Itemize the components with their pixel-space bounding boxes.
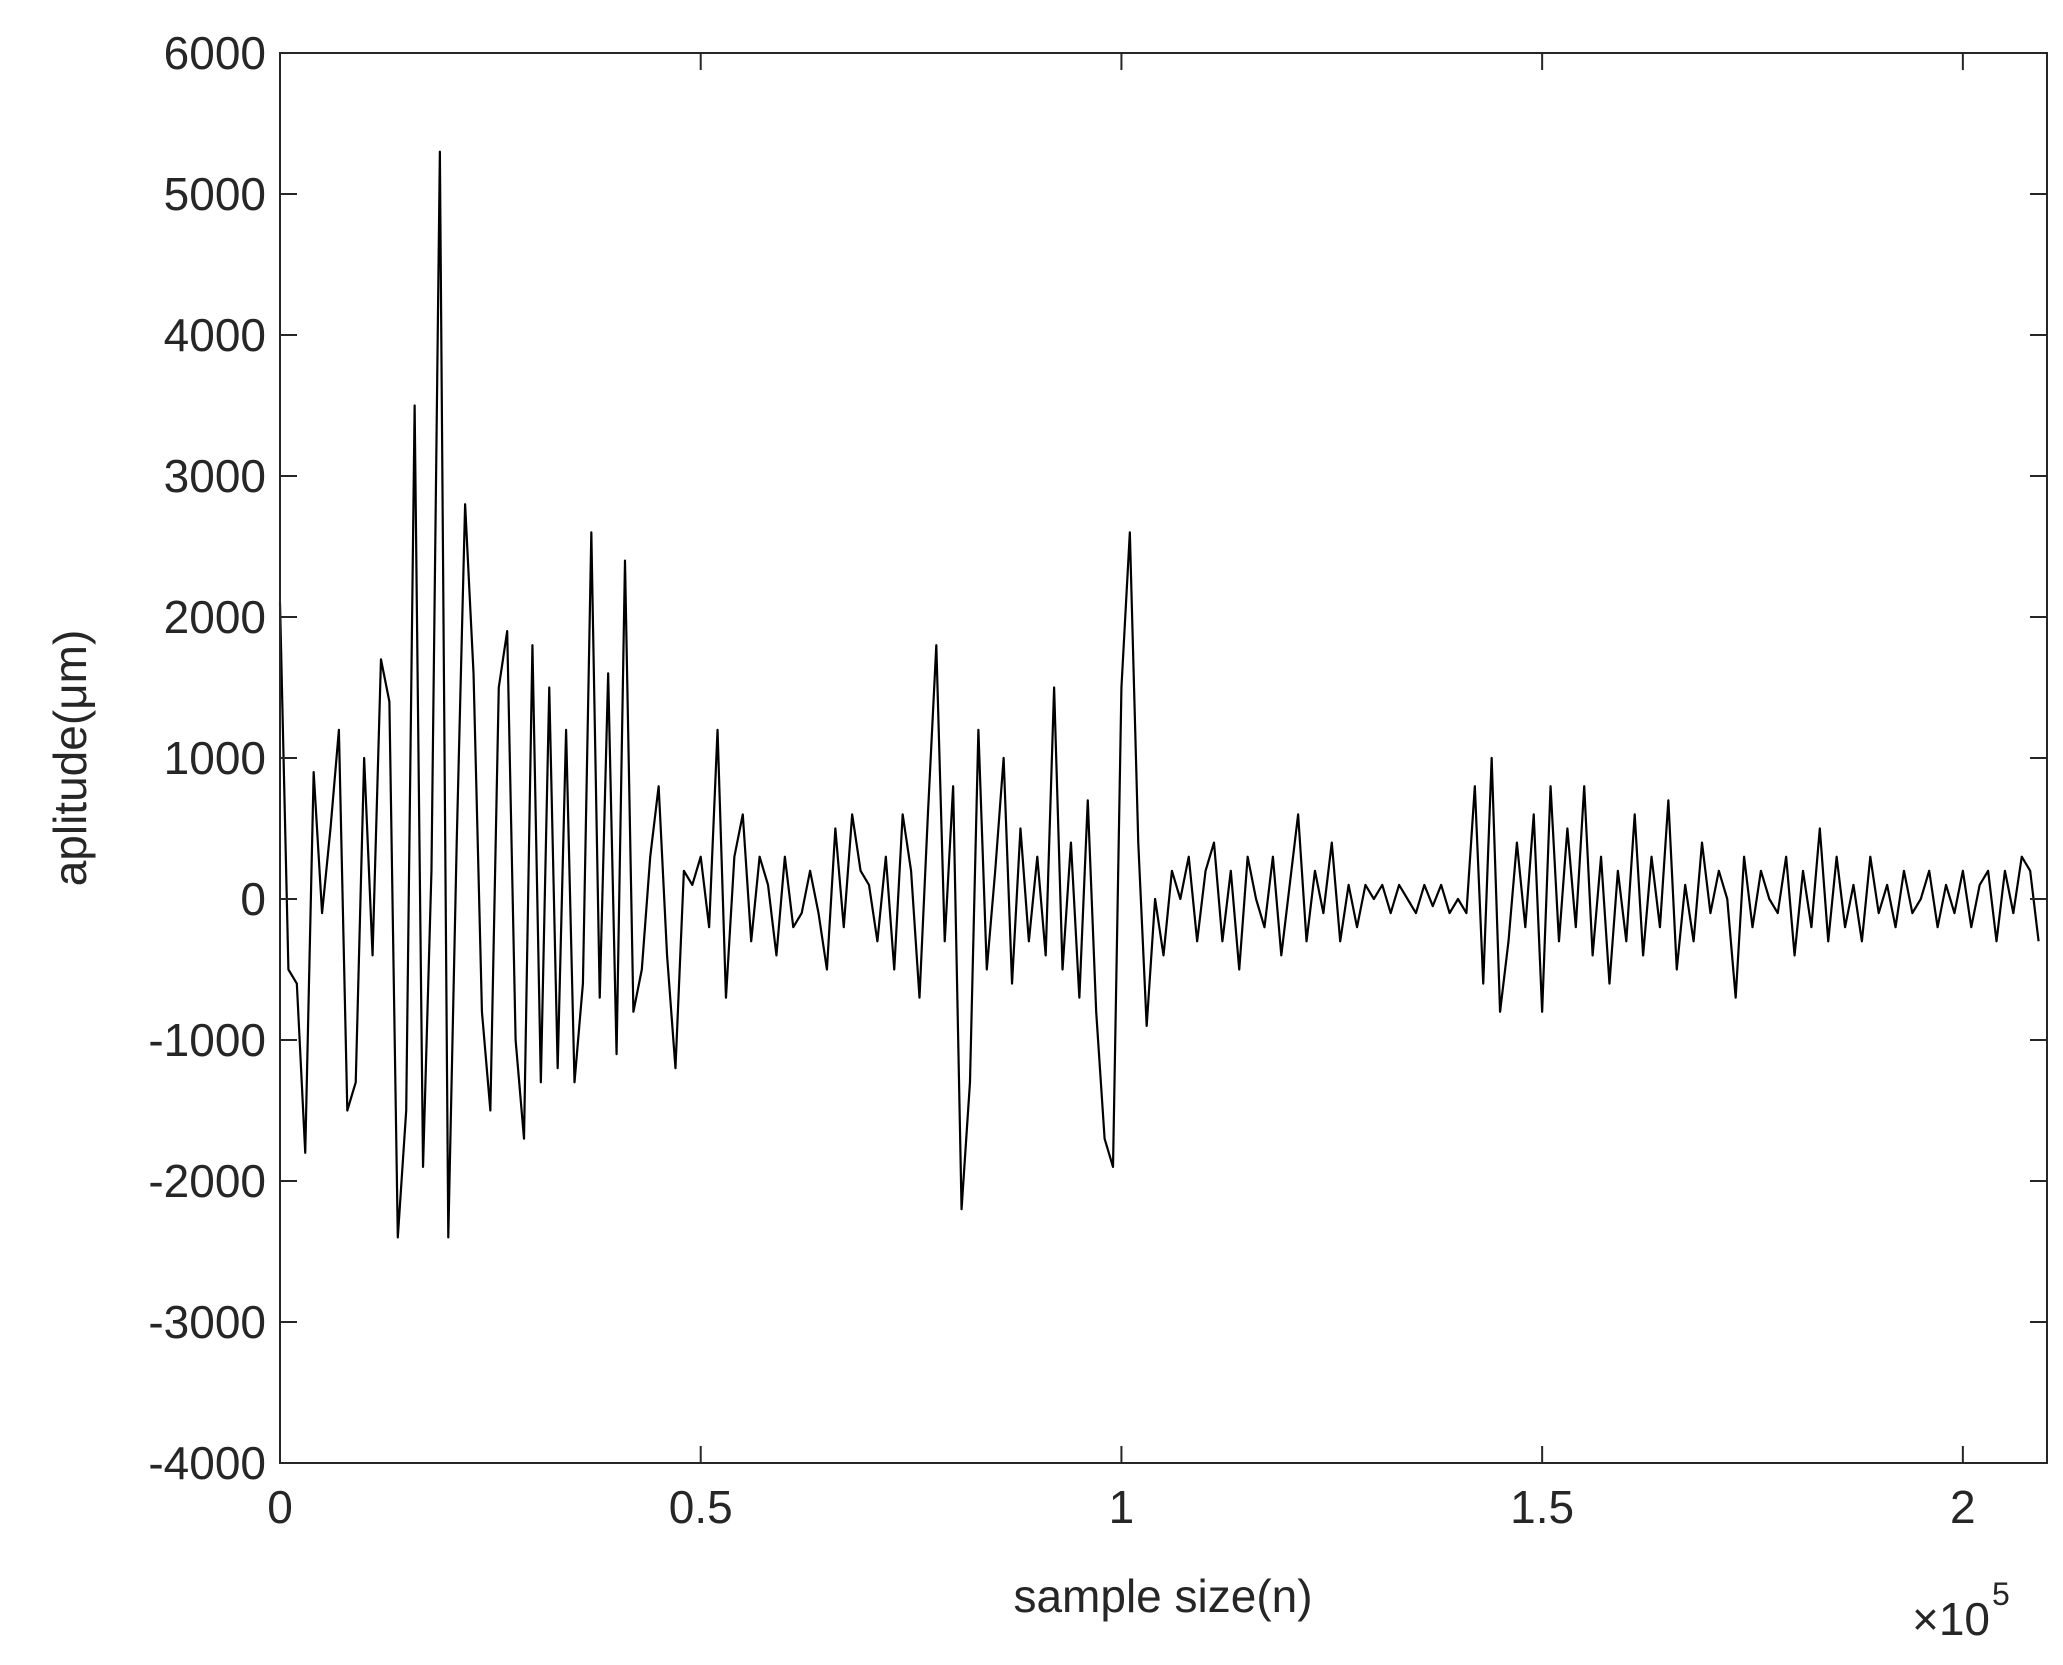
plot-area <box>278 150 2040 1239</box>
y-tick-label: 1000 <box>164 732 266 784</box>
y-tick-label: -3000 <box>148 1296 266 1348</box>
y-tick-label: -1000 <box>148 1014 266 1066</box>
x-scale-base: ×10 <box>1912 1593 1990 1645</box>
y-tick-label: 0 <box>240 873 266 925</box>
x-scale-exponent: 5 <box>1992 1576 2010 1612</box>
x-tick-label: 2 <box>1950 1481 1976 1533</box>
y-tick-label: 2000 <box>164 591 266 643</box>
y-tick-label: 3000 <box>164 450 266 502</box>
x-axis-label: sample size(n) <box>1013 1570 1312 1622</box>
x-tick-label: 0.5 <box>669 1481 733 1533</box>
x-tick-label: 1 <box>1109 1481 1135 1533</box>
data-line <box>278 150 2040 1239</box>
x-tick-label: 1.5 <box>1510 1481 1574 1533</box>
y-tick-label: -4000 <box>148 1437 266 1489</box>
y-tick-label: -2000 <box>148 1155 266 1207</box>
y-tick-label: 4000 <box>164 309 266 361</box>
y-axis-label: aplitude(μm) <box>44 630 96 887</box>
x-tick-label: 0 <box>267 1481 293 1533</box>
y-tick-label: 6000 <box>164 27 266 79</box>
y-tick-label: 5000 <box>164 168 266 220</box>
